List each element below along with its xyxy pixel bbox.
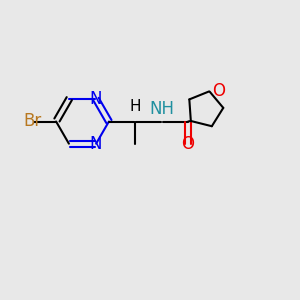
Text: H: H (130, 99, 141, 114)
Text: NH: NH (149, 100, 174, 118)
Text: N: N (89, 135, 102, 153)
Text: O: O (182, 135, 195, 153)
Text: N: N (89, 90, 102, 108)
Text: Br: Br (23, 112, 41, 130)
Text: O: O (212, 82, 225, 100)
